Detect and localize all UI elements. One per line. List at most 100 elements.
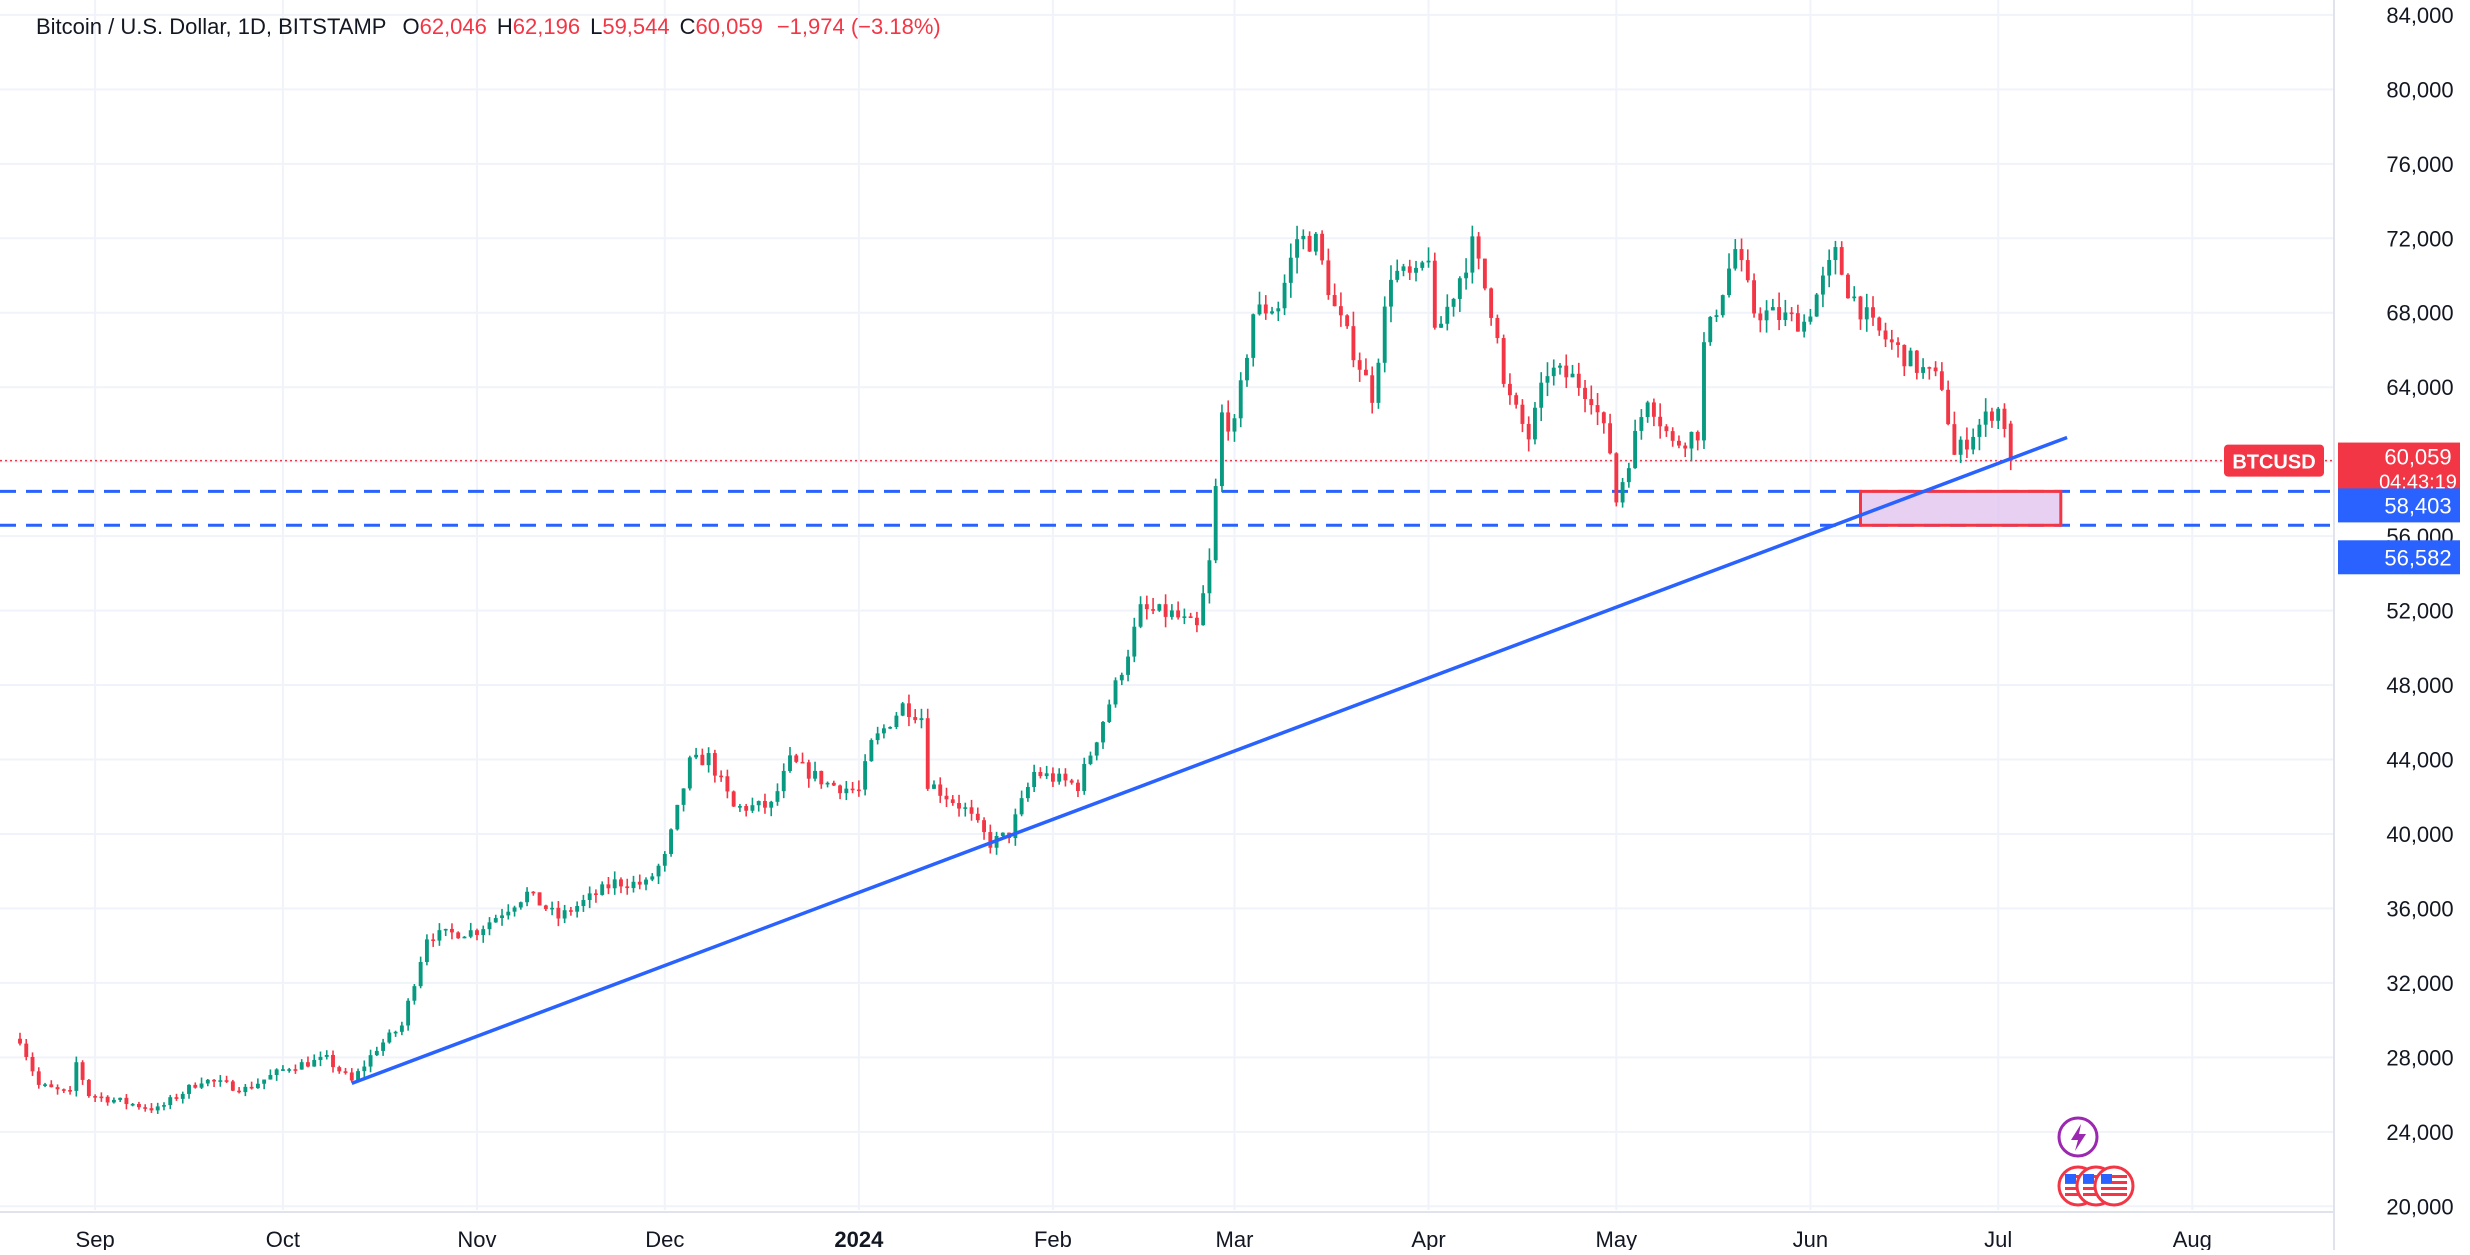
symbol-title[interactable]: Bitcoin / U.S. Dollar, 1D, BITSTAMP <box>36 14 387 39</box>
candle-body <box>437 930 442 941</box>
candle-body <box>30 1056 35 1072</box>
candle-body <box>337 1067 342 1072</box>
candle-body <box>1151 609 1156 611</box>
candle-body <box>1088 755 1093 764</box>
candle-body <box>669 829 673 854</box>
candle-body <box>86 1079 91 1097</box>
candle-body <box>1251 314 1256 358</box>
candle-body <box>644 879 648 885</box>
candle-body <box>1495 317 1500 339</box>
candle-body <box>1414 267 1418 273</box>
low-label: L <box>590 14 603 39</box>
price-axis[interactable]: 20,000 24,000 28,000 32,000 36,000 40,000 44,0… <box>2333 0 2454 1250</box>
candle-body <box>1758 313 1763 321</box>
candle-body <box>487 922 492 930</box>
us-flag-event-icon[interactable] <box>2093 1165 2135 1207</box>
candle-body <box>1752 280 1757 314</box>
candle-body <box>1163 604 1168 617</box>
x-tick-label: May <box>1596 1227 1638 1250</box>
horizontal-levels[interactable] <box>0 459 2334 527</box>
candle-body <box>1902 344 1907 367</box>
candle-body <box>393 1031 398 1034</box>
candle-body <box>1777 307 1782 321</box>
candle-body <box>825 782 830 785</box>
candle-body <box>932 784 936 789</box>
candle-body <box>24 1043 29 1057</box>
candle-body <box>1295 239 1300 258</box>
candle-body <box>913 717 918 721</box>
candle-body <box>525 891 530 903</box>
candle-body <box>756 801 761 806</box>
candle-body <box>80 1062 85 1080</box>
candle-body <box>1201 593 1206 626</box>
candle-body <box>1971 436 1976 450</box>
candle-body <box>769 801 774 808</box>
candle-body <box>399 1025 404 1032</box>
candle-body <box>1407 266 1412 273</box>
candle-body <box>1983 411 1988 425</box>
candle-body <box>850 788 855 791</box>
support-zone[interactable] <box>1858 489 2063 527</box>
candle-body <box>706 753 711 766</box>
candle-body <box>1457 278 1462 299</box>
candle-body <box>894 715 899 727</box>
candle-body <box>612 879 617 889</box>
candle-body <box>1320 233 1325 261</box>
candle-body <box>212 1079 217 1082</box>
trendline[interactable] <box>351 435 2068 1086</box>
candle-body <box>1019 798 1024 815</box>
candle-body <box>243 1086 248 1093</box>
candle-body <box>230 1081 235 1091</box>
symbol-legend[interactable]: Bitcoin / U.S. Dollar, 1D, BITSTAMP O 62… <box>36 14 941 40</box>
candle-body <box>1126 656 1130 675</box>
candle-body <box>1169 610 1174 617</box>
candle-body <box>1708 316 1713 343</box>
candle-body <box>381 1042 386 1051</box>
candle-body <box>1451 298 1456 307</box>
candle-body <box>1677 440 1681 446</box>
candle-body <box>1395 270 1400 280</box>
candle-body <box>18 1038 22 1044</box>
candle-body <box>1608 423 1613 454</box>
time-axis[interactable]: Sep Oct Nov Dec 2024 Feb Mar Apr May Jun Jul Aug <box>0 1211 2334 1252</box>
candle-body <box>1802 321 1807 332</box>
candle-body <box>1220 412 1224 487</box>
candle-body <box>1157 604 1162 611</box>
candle-body <box>1307 235 1312 252</box>
candle-body <box>2008 423 2013 461</box>
flag-icon-ring <box>2093 1165 2135 1207</box>
candle-body <box>1301 235 1306 240</box>
candle-body <box>619 879 623 887</box>
candlestick-series <box>18 225 2013 1114</box>
close-value: 60,059 <box>695 14 763 39</box>
candle-body <box>1507 383 1512 396</box>
lightning-event-icon[interactable] <box>2057 1116 2099 1158</box>
candle-body <box>312 1059 317 1067</box>
candle-body <box>1132 626 1137 657</box>
open-label: O <box>402 14 420 39</box>
candle-body <box>287 1069 292 1071</box>
candle-body <box>562 910 567 919</box>
ticker-badge-label: BTCUSD <box>2232 452 2315 474</box>
candle-body <box>863 761 868 790</box>
candle-body <box>1664 426 1669 432</box>
x-tick-label: Nov <box>457 1227 496 1250</box>
candle-body <box>1238 380 1243 419</box>
last-price-label: 60,059 <box>2384 445 2451 470</box>
candle-body <box>1464 272 1469 279</box>
trendline-layer[interactable] <box>351 435 2068 1086</box>
support-zone-rect[interactable] <box>1858 489 2063 527</box>
candle-body <box>1226 412 1231 432</box>
candle-body <box>875 733 880 741</box>
candle-body <box>374 1050 379 1056</box>
candle-body <box>2002 408 2007 429</box>
event-icons[interactable] <box>2057 1116 2135 1207</box>
candle-body <box>1996 408 2001 421</box>
candle-body <box>1846 274 1850 299</box>
candle-body <box>631 881 636 889</box>
candle-body <box>1633 430 1638 469</box>
candle-body <box>1939 371 1944 390</box>
y-tick-label: 28,000 <box>2386 1045 2453 1070</box>
